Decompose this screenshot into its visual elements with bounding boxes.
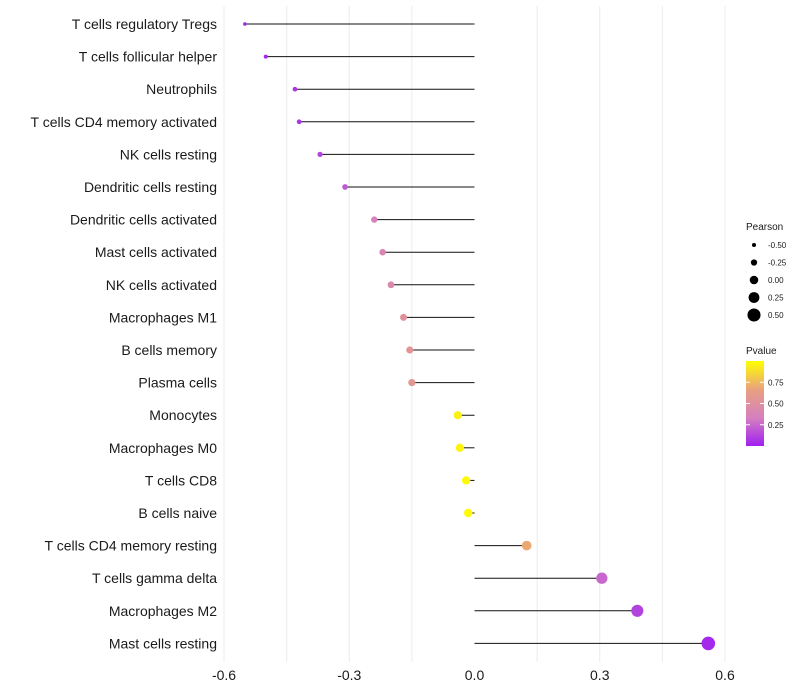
y-label: T cells gamma delta <box>92 570 217 586</box>
legend-size-label: -0.50 <box>768 241 787 250</box>
point <box>453 411 462 420</box>
x-tick-label: 0.0 <box>465 667 485 683</box>
point <box>408 378 416 387</box>
x-tick-label: -0.3 <box>337 667 361 683</box>
points <box>243 22 716 651</box>
point <box>631 604 644 617</box>
point <box>464 508 473 518</box>
legend-pvalue-colorbar <box>746 361 764 446</box>
point <box>406 346 414 354</box>
legend-size-key <box>750 259 758 266</box>
y-label: Mast cells resting <box>109 635 217 651</box>
legend-size-key <box>747 308 761 322</box>
x-axis-ticks: -0.6 -0.3 0.0 0.3 0.6 <box>212 667 735 683</box>
y-label: Neutrophils <box>146 81 217 97</box>
legend-size-key <box>749 275 759 285</box>
point <box>292 86 298 92</box>
legend-color-label: 0.25 <box>768 421 784 430</box>
y-label: Macrophages M0 <box>109 440 217 456</box>
y-label: NK cells activated <box>106 277 217 293</box>
point <box>461 476 471 485</box>
y-label: NK cells resting <box>120 146 217 162</box>
point <box>296 119 302 125</box>
grid-lines <box>223 6 726 662</box>
legend-pearson-title: Pearson <box>746 222 783 233</box>
y-label: Macrophages M1 <box>109 309 217 325</box>
y-label: Plasma cells <box>138 375 217 391</box>
legend-size-label: -0.25 <box>768 259 787 268</box>
legend-size-label: 0.00 <box>768 276 784 285</box>
point <box>387 281 395 289</box>
y-axis-labels: T cells regulatory Tregs T cells follicul… <box>31 16 218 651</box>
point <box>596 572 608 584</box>
x-tick-label: 0.3 <box>590 667 610 683</box>
y-label: Dendritic cells activated <box>70 212 217 228</box>
legend-size-key <box>748 292 760 303</box>
point <box>342 184 348 190</box>
y-label: T cells follicular helper <box>79 49 218 65</box>
legend-pvalue: Pvalue 0.75 0.50 0.25 <box>746 346 784 446</box>
y-label: Monocytes <box>149 407 217 423</box>
point <box>243 22 247 26</box>
point <box>701 636 716 651</box>
legend-size-key <box>751 242 757 248</box>
y-label: Dendritic cells resting <box>84 179 217 195</box>
y-label: Macrophages M2 <box>109 603 217 619</box>
y-label: T cells CD4 memory resting <box>45 538 217 554</box>
y-label: T cells CD8 <box>145 472 217 488</box>
y-label: T cells CD4 memory activated <box>31 114 217 130</box>
stems <box>244 23 709 644</box>
y-label: B cells memory <box>121 342 217 358</box>
point <box>263 54 268 59</box>
point <box>400 313 408 321</box>
legend-color-label: 0.75 <box>768 378 784 387</box>
legend-color-label: 0.50 <box>768 400 784 409</box>
point <box>455 443 465 452</box>
legend-pvalue-title: Pvalue <box>746 346 777 357</box>
legend-size-label: 0.25 <box>768 294 784 303</box>
point <box>371 216 378 223</box>
point <box>521 540 532 551</box>
legend-pearson: Pearson -0.50 -0.25 0.00 0.25 0.50 <box>746 222 787 322</box>
x-tick-label: -0.6 <box>212 667 236 683</box>
y-label: T cells regulatory Tregs <box>72 16 217 32</box>
point <box>317 151 323 158</box>
y-label: B cells naive <box>138 505 217 521</box>
x-tick-label: 0.6 <box>715 667 735 683</box>
legend-size-label: 0.50 <box>768 311 784 320</box>
y-label: Mast cells activated <box>95 244 217 260</box>
point <box>379 248 386 256</box>
